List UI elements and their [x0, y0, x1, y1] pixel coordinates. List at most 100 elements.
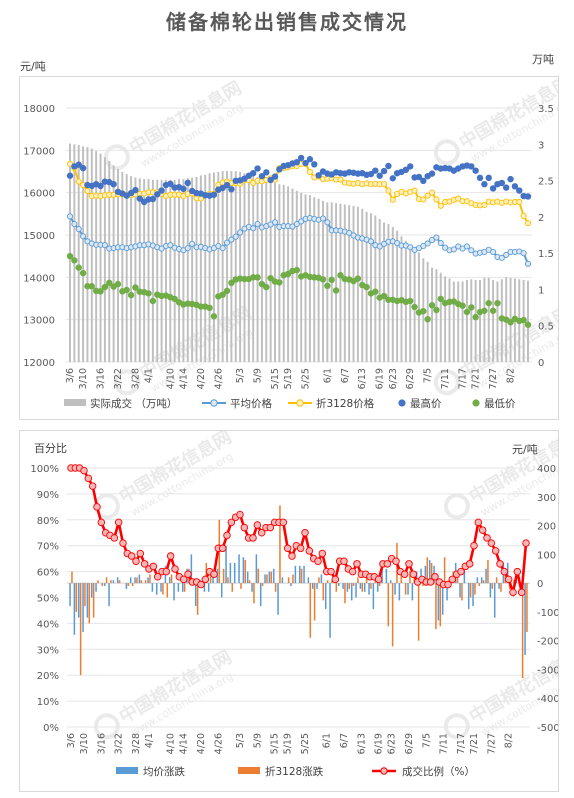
min-price-point: [468, 304, 475, 311]
avg-change-bar: [376, 583, 379, 592]
volume-bar: [369, 213, 372, 362]
ratio-point: [465, 560, 474, 568]
legend-swatch: [64, 399, 86, 406]
change3128-bar: [231, 583, 234, 592]
volume-bar: [221, 171, 224, 362]
change3128-bar: [257, 568, 260, 584]
change3128-bar: [266, 574, 268, 584]
min-price-point: [101, 283, 109, 291]
y-right-tick-label: -300: [537, 665, 558, 676]
change3128-bar: [227, 577, 229, 584]
ratio-point: [210, 570, 218, 578]
volume-bar: [169, 179, 172, 362]
avg-change-bar: [476, 577, 479, 584]
x-tick-label: 5/25: [301, 368, 312, 389]
volume-bar: [295, 190, 298, 362]
max-price-point: [367, 170, 375, 178]
legend-swatch-marker: [380, 767, 388, 775]
volume-bar: [252, 175, 255, 362]
avg-change-bar: [155, 583, 158, 595]
x-tick-label: 4/1: [144, 368, 155, 383]
ratio-point: [88, 482, 97, 490]
avg-change-bar: [77, 583, 80, 618]
change3128-bar: [322, 583, 325, 601]
change3128-bar: [253, 583, 255, 604]
change3128-bar: [183, 583, 186, 592]
change3128-bar: [149, 574, 151, 584]
max-price-point: [97, 182, 104, 190]
change3128-bar: [162, 583, 164, 595]
ratio-point: [279, 518, 288, 527]
volume-bar: [103, 157, 106, 362]
avg-price-point: [524, 260, 532, 267]
x-tick-label: 5/3: [235, 733, 246, 748]
change3128-bar: [110, 580, 112, 584]
ratio-point: [314, 557, 322, 565]
change3128-bar: [97, 580, 99, 584]
x-tick-label: 5/19: [283, 368, 294, 389]
x-tick-label: 5/25: [300, 733, 311, 754]
avg-change-bar: [151, 583, 154, 592]
max-price-point: [267, 176, 274, 184]
change3128-bar: [101, 583, 104, 586]
x-tick-label: 3/16: [96, 368, 107, 389]
change3128-bar: [331, 580, 333, 584]
volume-bar: [108, 160, 111, 362]
change3128-bar: [71, 571, 73, 584]
min-price-point: [132, 284, 139, 291]
avg-change-bar: [238, 554, 240, 584]
max-price-point: [511, 183, 519, 190]
max-price-point: [489, 185, 497, 192]
y-left-tick-label: 15000: [23, 231, 55, 242]
chart-panel-ratio: 中国棉花信息网 www.cottonchina.org 中国棉花信息网 www.cot…: [19, 426, 574, 792]
avg-change-bar: [424, 565, 427, 584]
ratio-point: [444, 580, 452, 589]
y-right-tick-label: -100: [537, 608, 558, 619]
volume-bar: [226, 171, 229, 362]
x-tick-label: 4/10: [165, 368, 176, 389]
avg-change-bar: [350, 583, 353, 601]
volume-bar: [527, 280, 529, 362]
avg-price-point: [450, 246, 457, 253]
min-price-point: [254, 274, 261, 281]
ratio-point: [171, 565, 179, 573]
min-price-point: [276, 279, 283, 286]
min-price-point: [145, 290, 152, 297]
change3128-bar: [261, 583, 264, 586]
min-price-point: [114, 280, 122, 288]
max-price-point: [420, 177, 427, 185]
min-price-point: [372, 288, 379, 295]
y-right-tick-label: 2.5: [538, 177, 554, 188]
ratio-point: [296, 544, 305, 553]
x-tick-label: 3/28: [131, 733, 142, 754]
volume-bar: [121, 171, 124, 362]
change3128-bar: [361, 583, 364, 592]
volume-bar: [260, 178, 263, 362]
price3128-point: [385, 187, 392, 194]
ratio-point: [162, 567, 171, 576]
avg-change-bar: [129, 577, 132, 584]
ratio-point: [513, 567, 522, 576]
avg-change-bar: [264, 574, 266, 584]
min-price-point: [206, 304, 213, 312]
max-price-point: [276, 166, 283, 173]
volume-bar: [335, 203, 338, 362]
volume-bar: [356, 206, 359, 362]
avg-change-bar: [342, 583, 344, 589]
max-price-point: [66, 172, 74, 179]
avg-change-bar: [216, 568, 219, 584]
max-price-point: [297, 154, 305, 162]
max-price-point: [428, 170, 436, 177]
change3128-bar: [209, 571, 212, 584]
y-left-tick-label: 17000: [23, 146, 55, 157]
max-price-point: [293, 158, 301, 166]
avg-change-bar: [459, 583, 461, 598]
min-price-point: [332, 287, 340, 294]
change3128-bar: [170, 574, 173, 584]
avg-price-point: [66, 213, 74, 220]
avg-change-bar: [207, 583, 210, 592]
ratio-point: [149, 562, 158, 571]
change3128-bar: [443, 557, 446, 584]
change3128-bar: [430, 562, 433, 584]
x-tick-label: 7/5: [421, 733, 432, 748]
